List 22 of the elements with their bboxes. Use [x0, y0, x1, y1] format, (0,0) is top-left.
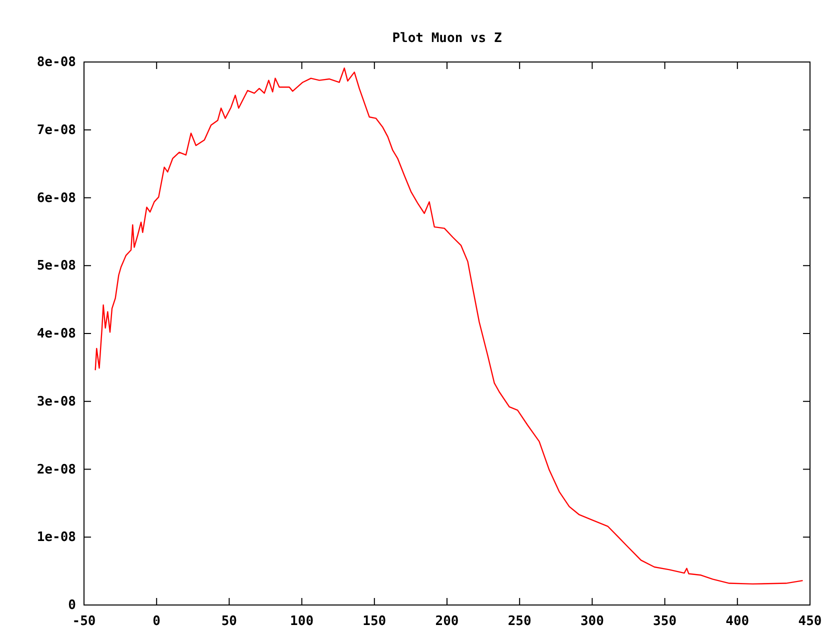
- x-tick-label: 300: [580, 614, 604, 629]
- chart-title: Plot Muon vs Z: [392, 31, 502, 46]
- x-tick-label: 450: [798, 614, 822, 629]
- x-tick-label: 250: [508, 614, 532, 629]
- line-series: [94, 68, 804, 585]
- y-tick-label: 6e-08: [36, 190, 76, 206]
- x-tick-label: 150: [362, 614, 386, 629]
- y-tick-label: 5e-08: [36, 258, 76, 274]
- x-tick-label: 0: [152, 614, 161, 629]
- y-tick-label: 4e-08: [36, 326, 76, 342]
- x-tick-label: 350: [653, 614, 677, 629]
- y-tick-label: 1e-08: [36, 530, 76, 546]
- y-tick-label: 3e-08: [36, 394, 76, 410]
- y-tick-label: 0: [68, 598, 76, 613]
- x-tick-label: 400: [726, 614, 750, 629]
- x-tick-label: 100: [290, 614, 314, 629]
- y-tick-label: 8e-08: [36, 55, 76, 70]
- y-tick-label: 7e-08: [36, 122, 76, 138]
- y-tick-label: 2e-08: [36, 462, 76, 478]
- x-tick-label: -50: [72, 614, 96, 629]
- x-tick-label: 50: [221, 614, 238, 629]
- x-tick-label: 200: [435, 614, 459, 629]
